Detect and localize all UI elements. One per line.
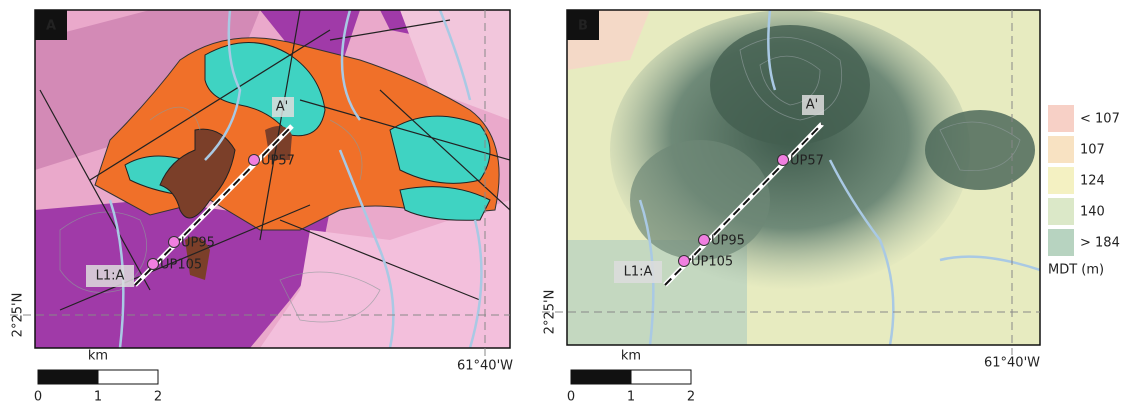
legend-label: < 107	[1080, 112, 1120, 127]
sample-label: UP105	[160, 258, 202, 273]
legend-label: 124	[1080, 174, 1105, 189]
sample-label: UP57	[790, 154, 824, 169]
sample-point	[679, 256, 690, 267]
scale-tick-label: 2	[687, 390, 695, 405]
section-end-label: A'	[276, 100, 288, 115]
legend-label: > 184	[1080, 236, 1120, 251]
scale-bar-black	[38, 370, 98, 384]
geology-map	[35, 10, 510, 348]
legend-label: 140	[1080, 205, 1105, 220]
sample-label: UP105	[691, 255, 733, 270]
scale-tick-label: 1	[94, 390, 102, 405]
scale-unit: km	[88, 349, 108, 364]
section-end-label: A'	[806, 98, 818, 113]
sample-point	[148, 259, 159, 270]
legend-swatch	[1048, 229, 1074, 256]
panel-label: A	[46, 19, 56, 34]
scale-unit: km	[621, 349, 641, 364]
legend-title: MDT (m)	[1048, 263, 1104, 278]
scale-tick-label: 2	[154, 390, 162, 405]
scale-tick-label: 1	[627, 390, 635, 405]
sample-point	[699, 235, 710, 246]
sample-label: UP57	[261, 154, 295, 169]
sample-point	[249, 155, 260, 166]
section-start-label: L1:A	[96, 269, 125, 284]
sample-point	[169, 237, 180, 248]
legend-swatch	[1048, 167, 1074, 194]
legend-swatch	[1048, 105, 1074, 132]
longitude-label: 61°40'W	[984, 356, 1040, 371]
sample-label: UP95	[711, 234, 745, 249]
legend-swatch	[1048, 198, 1074, 225]
sample-point	[778, 155, 789, 166]
scale-bar-white	[98, 370, 158, 384]
legend-label: 107	[1080, 143, 1105, 158]
scale-bar-black	[571, 370, 631, 384]
scale-tick-label: 0	[34, 390, 42, 405]
figure: 2°25'N 61°40'W A' L1:A UP57 UP95 UP105 Akm 0 1 2 2°…	[0, 0, 1121, 405]
elevation-map	[567, 10, 1040, 345]
sample-label: UP95	[181, 236, 215, 251]
scale-tick-label: 0	[567, 390, 575, 405]
scale-bar-white	[631, 370, 691, 384]
longitude-label: 61°40'W	[457, 359, 513, 374]
legend-swatch	[1048, 136, 1074, 163]
latitude-label: 2°25'N	[11, 293, 26, 338]
section-start-label: L1:A	[624, 265, 653, 280]
panel-label: B	[578, 19, 588, 34]
latitude-label: 2°25'N	[543, 290, 558, 335]
